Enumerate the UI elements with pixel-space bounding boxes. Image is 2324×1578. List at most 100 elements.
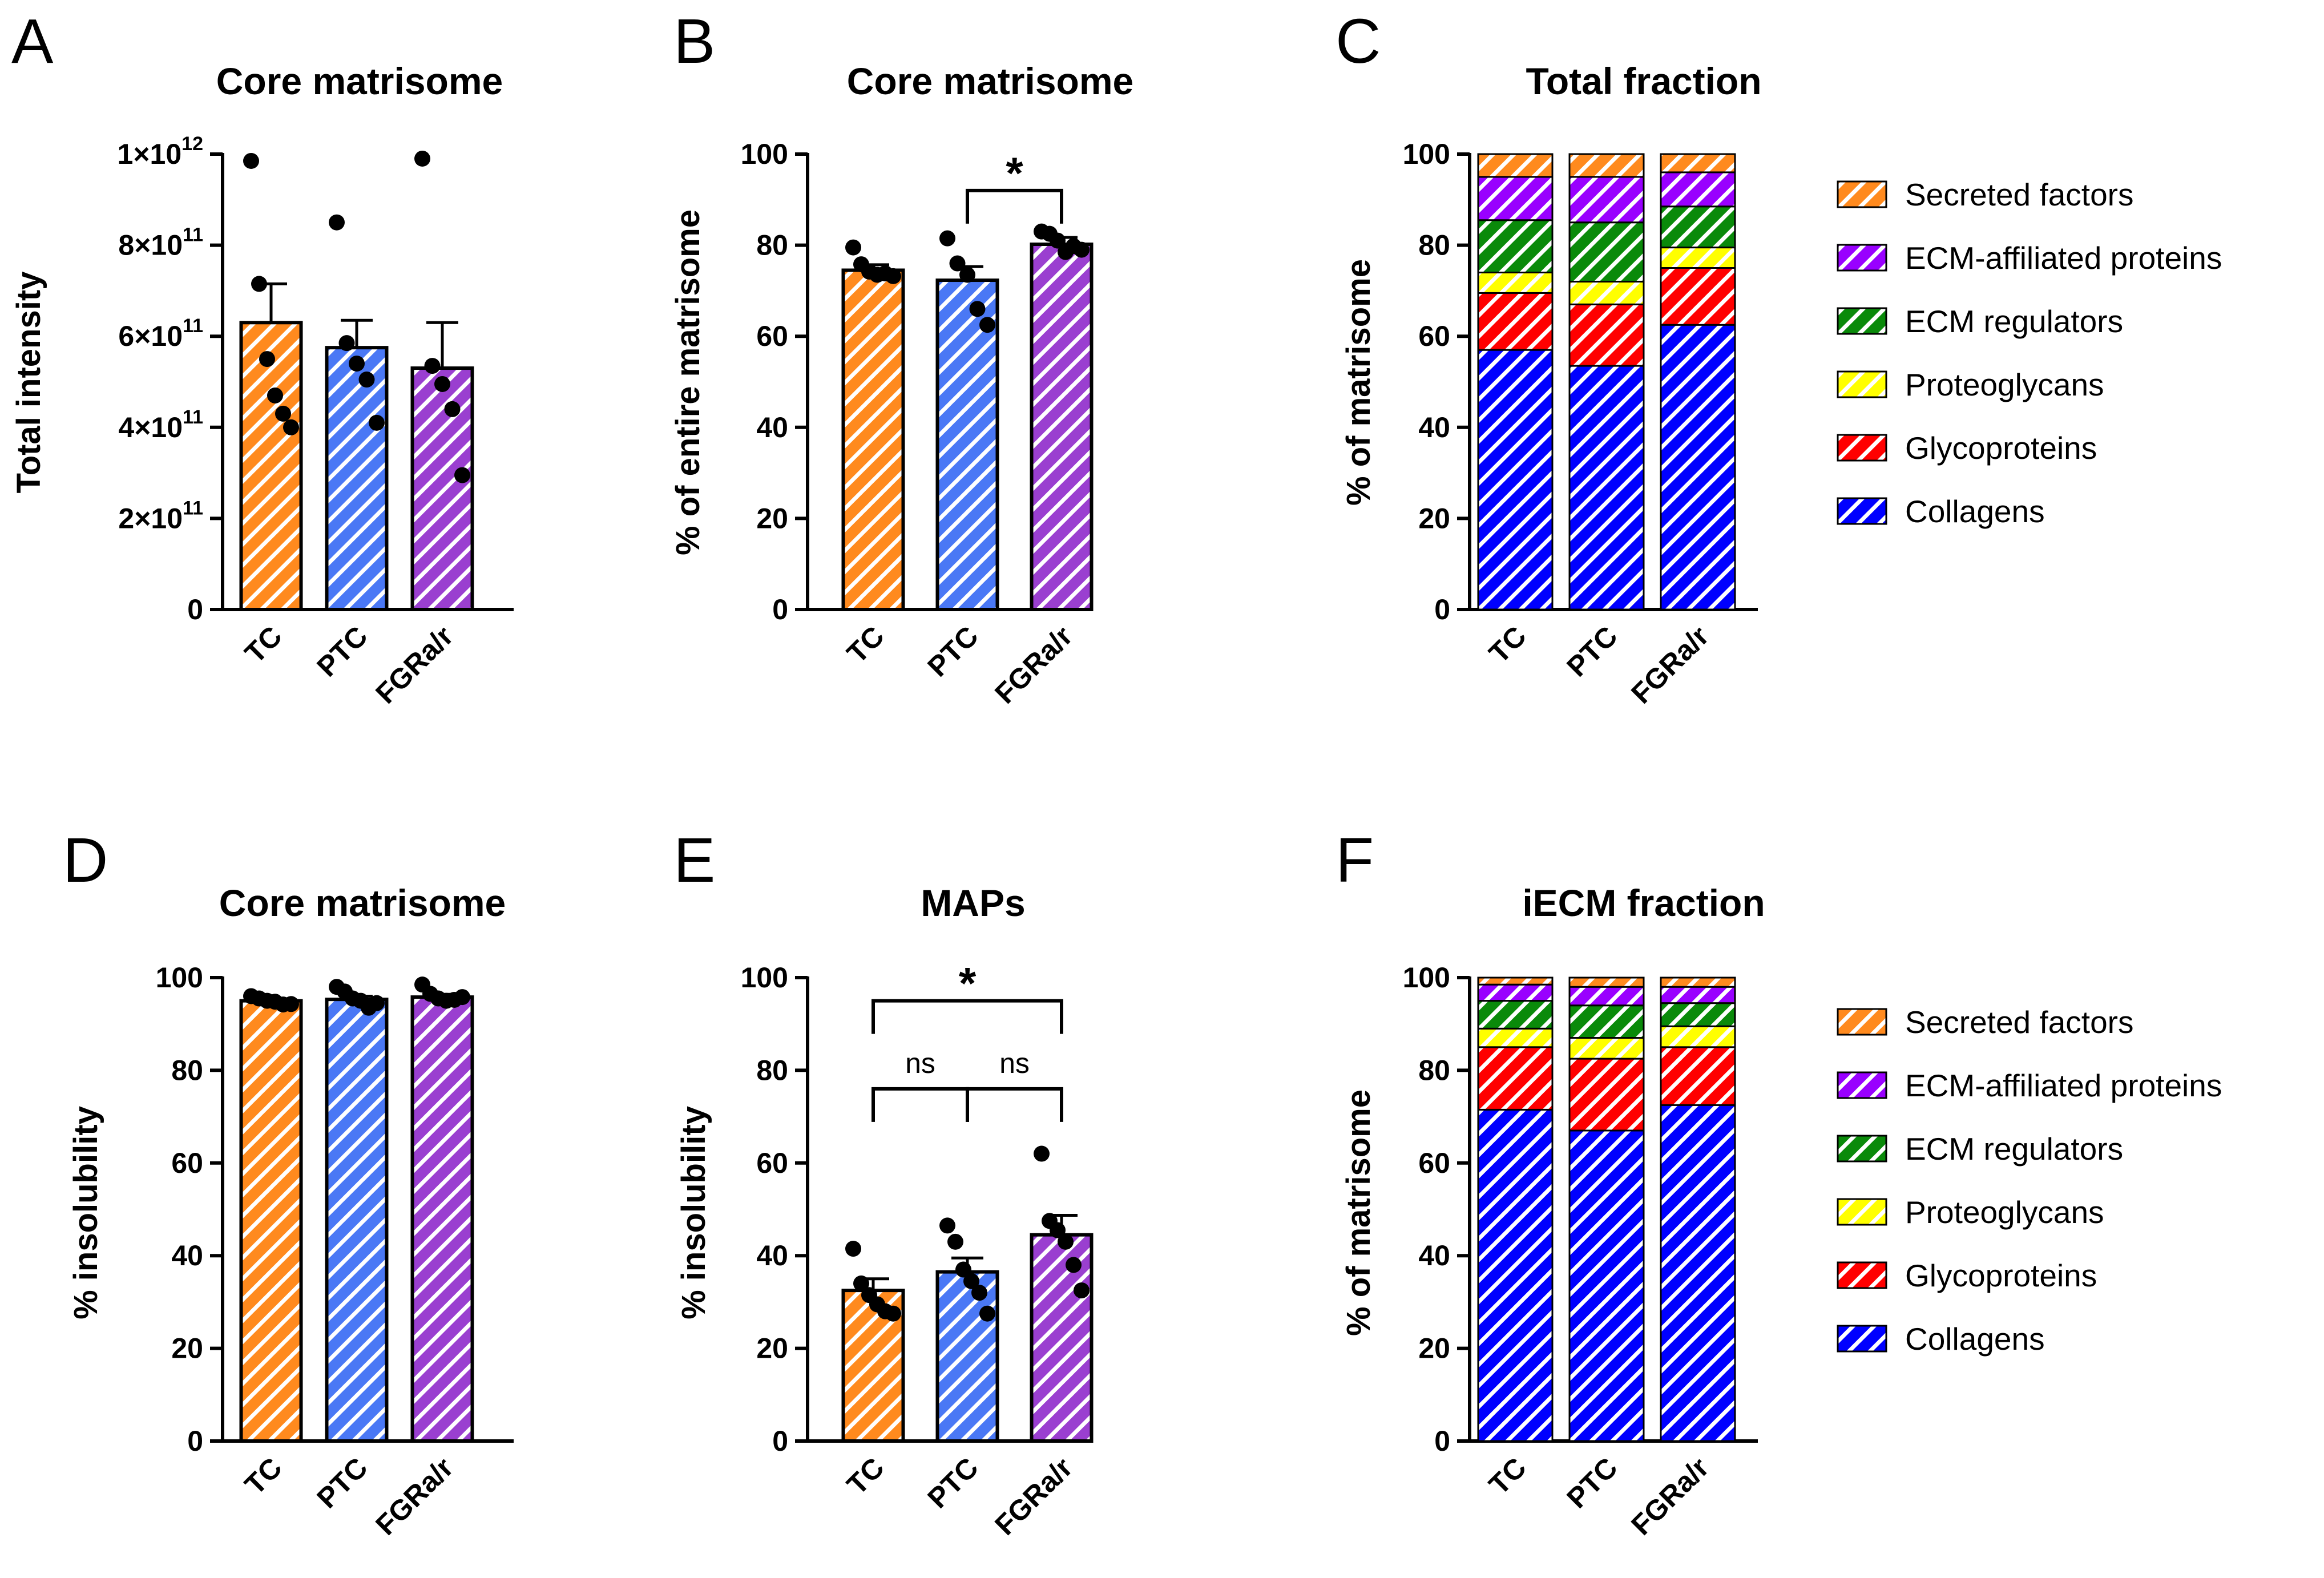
panel-b-y-axis-title: % of entire matrisome	[669, 209, 707, 555]
panel-b-plot: 0 20 40 60 80 100 * TC PTC FGRa/r	[741, 138, 1094, 710]
panel-c-bar-ptc-glycoproteins	[1568, 303, 1645, 367]
panel-b-title: Core matrisome	[847, 60, 1134, 102]
panel-c-legend-swatch-proteoglycans	[1837, 370, 1887, 398]
panel-a-point-ptc	[329, 214, 345, 231]
panel-e-point-fgra-r	[1074, 1282, 1090, 1299]
panel-c-legend-swatch-collagens	[1837, 497, 1887, 525]
panel-e-point-tc	[845, 1241, 861, 1257]
panel-c-bar-ptc-secreted-factors	[1568, 153, 1645, 178]
panel-d-y-tick-label: 20	[171, 1333, 203, 1365]
panel-d-title: Core matrisome	[219, 882, 506, 924]
panel-f-title: iECM fraction	[1522, 882, 1765, 924]
panel-b-significance-bracket-0	[966, 188, 1063, 224]
panel-b-point-ptc	[969, 301, 986, 317]
panel-a-y-tick-label: 1×1012	[118, 133, 203, 170]
panel-b: B Core matrisome % of entire matrisome 0…	[669, 6, 1133, 710]
panel-e: E MAPs % insolubility 0 20 40 60 80 100 * ns ns T…	[673, 825, 1094, 1541]
panel-f-legend: Secreted factors ECM-affiliated proteins E…	[1837, 1004, 2222, 1357]
panel-letter-e: E	[673, 825, 715, 895]
panel-f-legend-label-glycoproteins: Glycoproteins	[1905, 1258, 2097, 1293]
panel-e-point-ptc	[971, 1285, 987, 1301]
panel-b-point-ptc	[949, 255, 966, 272]
panel-e-y-tick-label: 0	[772, 1425, 788, 1457]
panel-f-bar-ptc-secreted-factors	[1568, 976, 1645, 988]
panel-a-bar-tc	[239, 321, 303, 611]
panel-d-point-fgra-r	[454, 989, 470, 1006]
panel-f-legend-label-ecm-affiliated-proteins: ECM-affiliated proteins	[1905, 1068, 2222, 1103]
panel-e-title: MAPs	[921, 882, 1025, 924]
panel-d-x-category-ptc: PTC	[310, 1451, 373, 1514]
panel-f-y-tick-label: 100	[1403, 962, 1450, 994]
panel-c-bar-fgra-r-secreted-factors	[1660, 153, 1736, 173]
panel-c-legend-swatch-glycoproteins	[1837, 434, 1887, 462]
panel-c-x-category-fgra-r: FGRa/r	[1625, 620, 1714, 709]
panel-e-bar-fgra-r	[1030, 1233, 1094, 1443]
panel-e-bar-ptc	[935, 1270, 999, 1443]
panel-e-y-tick-label: 80	[756, 1054, 788, 1086]
panel-e-y-axis-title: % insolubility	[675, 1106, 712, 1319]
panel-e-x-category-ptc: PTC	[921, 1451, 984, 1514]
panel-b-point-ptc	[959, 267, 975, 283]
panel-e-point-fgra-r	[1058, 1233, 1074, 1250]
panel-a-y-tick-label: 4×1011	[118, 406, 203, 443]
panel-a-point-fgra-r	[454, 467, 470, 483]
panel-f-legend-swatch-glycoproteins	[1837, 1261, 1887, 1289]
panel-e-significance-label-1: ns	[905, 1047, 935, 1079]
panel-d-y-tick-label: 0	[187, 1425, 203, 1457]
panel-c-y-axis-title: % of matrisome	[1340, 259, 1377, 506]
panel-f-bar-tc-ecm-regulators	[1477, 1000, 1554, 1030]
panel-f-bar-tc-ecm-affiliated-proteins	[1477, 983, 1554, 1002]
panel-c-bar-tc-secreted-factors	[1477, 153, 1554, 178]
panel-c-legend-label-ecm-regulators: ECM regulators	[1905, 304, 2123, 339]
panel-e-point-ptc	[963, 1273, 979, 1289]
panel-b-x-category-ptc: PTC	[921, 620, 984, 683]
panel-b-point-fgra-r	[1074, 241, 1090, 258]
panel-d-bar-fgra-r	[410, 995, 474, 1443]
panel-a-x-category-fgra-r: FGRa/r	[369, 620, 459, 709]
panel-f-y-tick-label: 20	[1418, 1333, 1450, 1365]
panel-b-y-tick-label: 60	[756, 320, 788, 352]
panel-d-y-tick-label: 40	[171, 1240, 203, 1272]
panel-b-point-ptc	[979, 317, 995, 333]
panel-a-point-tc	[275, 405, 291, 422]
panel-c-bar-ptc-proteoglycans	[1568, 280, 1645, 305]
panel-a-point-tc	[267, 387, 283, 403]
panel-d-y-tick-label: 80	[171, 1054, 203, 1086]
panel-d-point-tc	[283, 996, 299, 1012]
panel-b-point-fgra-r	[1050, 232, 1066, 249]
panel-c-bar-tc-glycoproteins	[1477, 292, 1554, 351]
panel-b-bar-tc	[841, 268, 905, 611]
panel-a-point-tc	[243, 152, 259, 169]
panel-e-point-tc	[853, 1275, 869, 1292]
panel-a-point-ptc	[369, 414, 385, 431]
panel-d-bar-tc	[239, 999, 303, 1443]
panel-b-significance-label-0: *	[1006, 148, 1023, 198]
panel-f-bar-fgra-r-ecm-regulators	[1660, 1002, 1736, 1027]
panel-f-bar-tc-proteoglycans	[1477, 1027, 1554, 1048]
panel-a-bar-ptc	[325, 346, 389, 612]
panel-a-point-tc	[251, 276, 267, 292]
panel-e-significance-label-2: ns	[999, 1047, 1030, 1079]
panel-d-y-tick-label: 60	[171, 1147, 203, 1179]
panel-e-point-fgra-r	[1050, 1222, 1066, 1238]
panel-f-bar-tc-collagens	[1477, 1108, 1554, 1442]
panel-f-bar-fgra-r-collagens	[1660, 1104, 1736, 1442]
panel-f-legend-swatch-ecm-affiliated-proteins	[1837, 1071, 1887, 1099]
panel-a-point-fgra-r	[414, 150, 430, 167]
panel-f-bar-ptc-collagens	[1568, 1129, 1645, 1442]
panel-e-x-category-tc: TC	[841, 1451, 890, 1501]
panel-e-plot: 0 20 40 60 80 100 * ns ns TC PTC FGRa/r	[741, 958, 1094, 1541]
panel-f-bar-ptc-ecm-affiliated-proteins	[1568, 986, 1645, 1007]
panel-c-plot: 0 20 40 60 80 100 TC PTC FGRa/r	[1403, 138, 1758, 710]
panel-b-point-tc	[845, 239, 861, 256]
panel-d-x-category-tc: TC	[239, 1451, 288, 1501]
panel-a-y-tick-label: 8×1011	[118, 224, 203, 261]
panel-f-legend-swatch-ecm-regulators	[1837, 1135, 1887, 1163]
panel-d: D Core matrisome % insolubility 0 20 40 60 8…	[63, 825, 514, 1541]
panel-f-legend-label-proteoglycans: Proteoglycans	[1905, 1194, 2104, 1230]
panel-f-legend-label-secreted-factors: Secreted factors	[1905, 1004, 2133, 1040]
panel-c-legend: Secreted factors ECM-affiliated proteins E…	[1837, 177, 2222, 529]
panel-b-x-category-fgra-r: FGRa/r	[988, 620, 1078, 709]
